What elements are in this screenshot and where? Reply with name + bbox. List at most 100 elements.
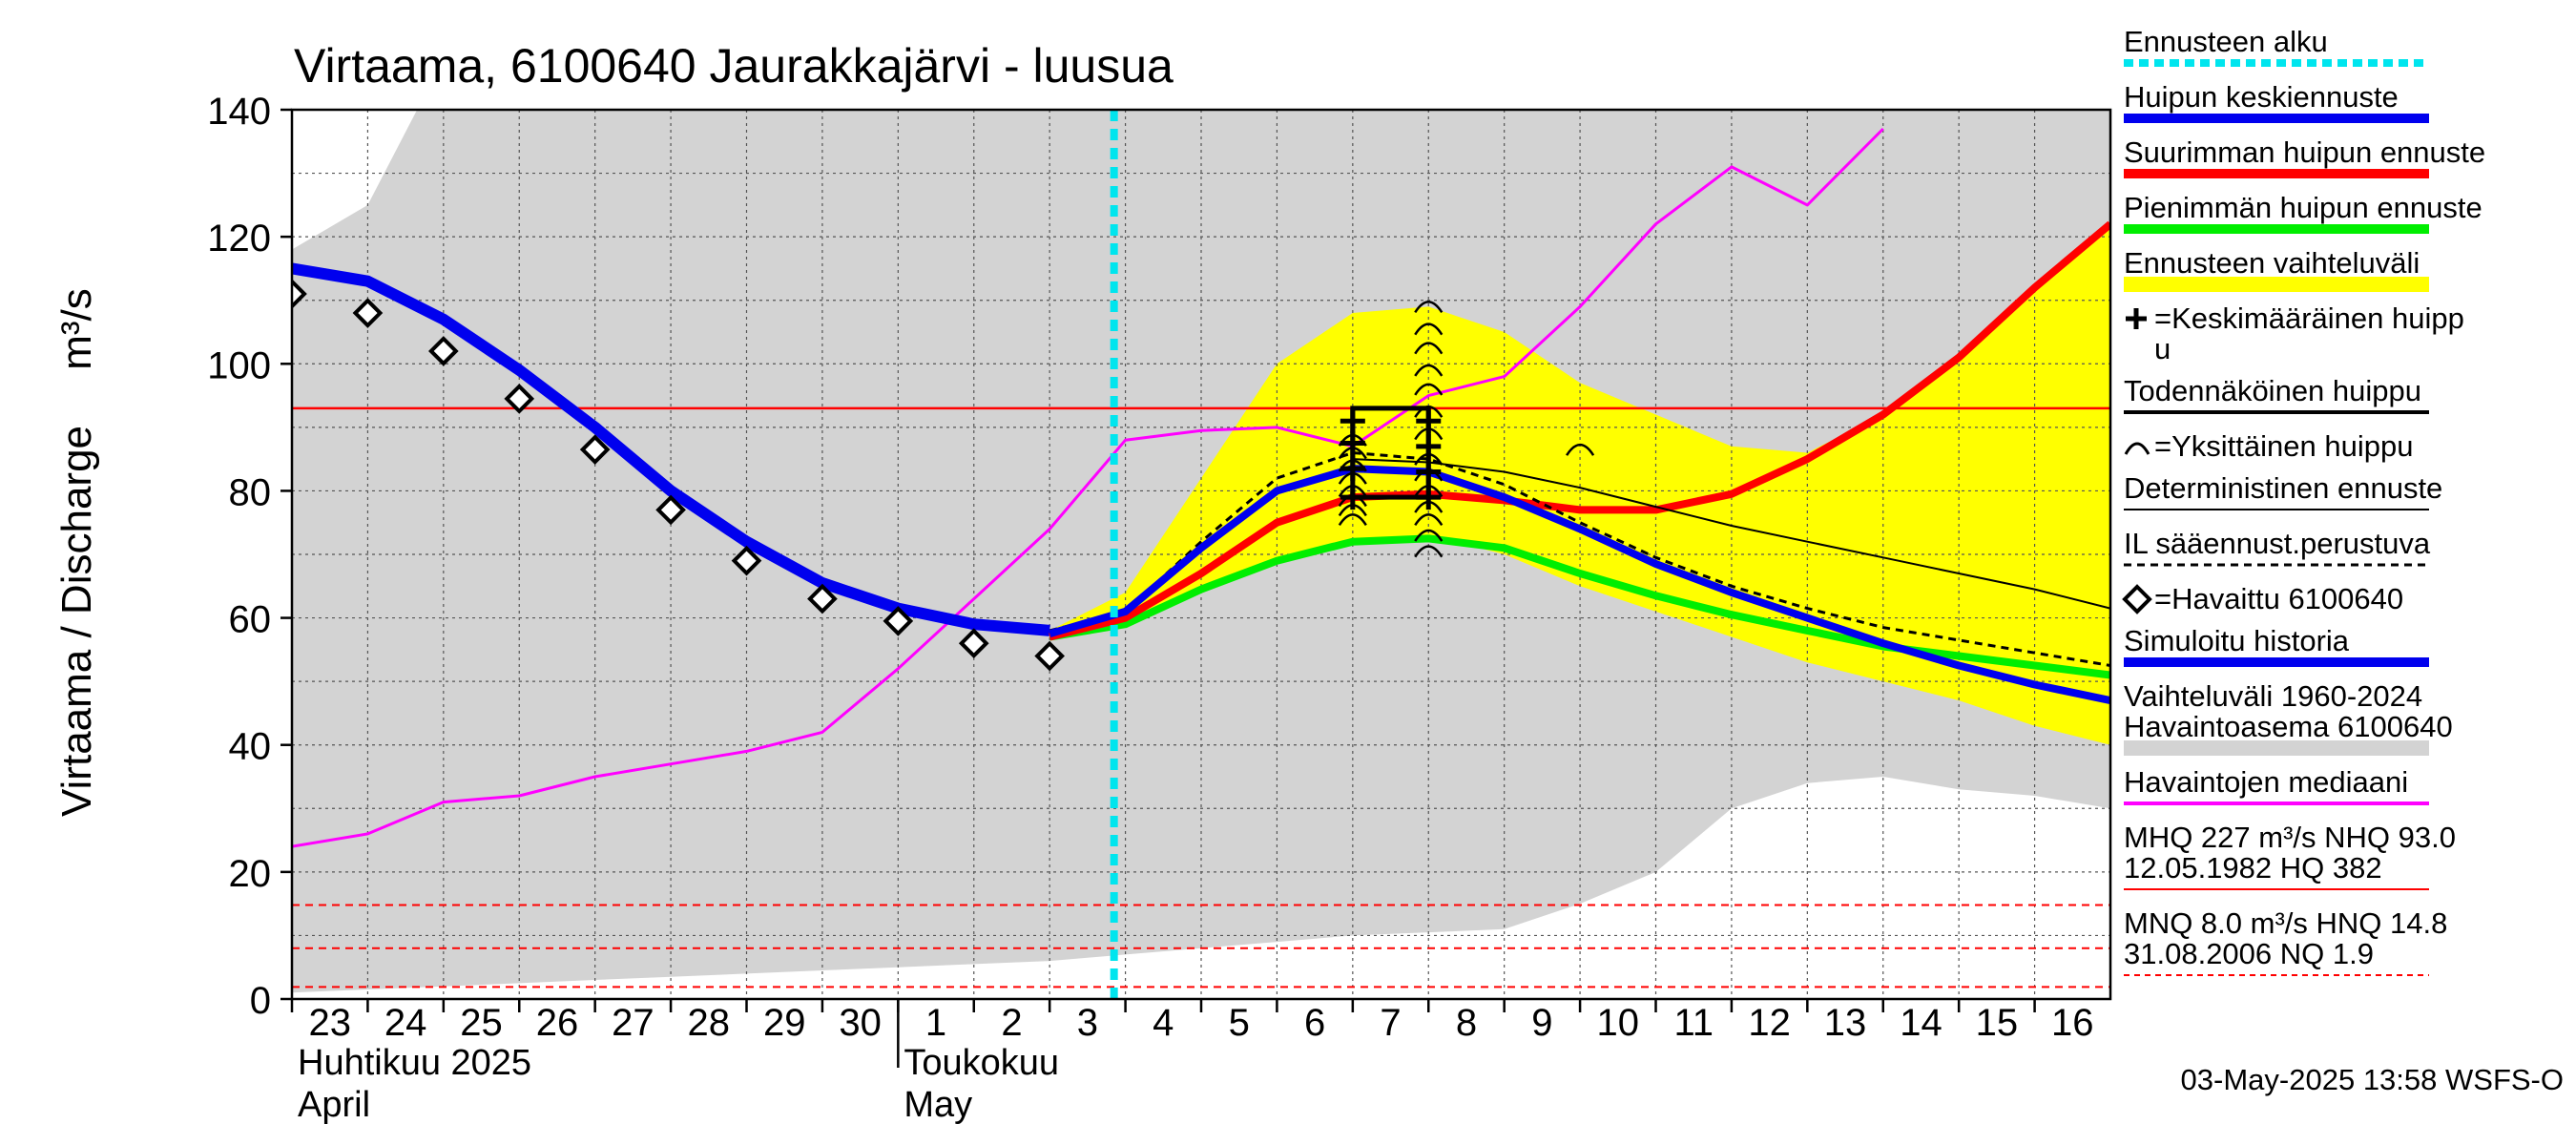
x-tick-label: 7 (1380, 1002, 1401, 1044)
mean-peak-marker (1416, 485, 1442, 510)
x-tick-label: 30 (839, 1002, 882, 1044)
series-line (1352, 458, 2110, 610)
mean-peak-marker (1340, 430, 1365, 456)
legend-label: MHQ 227 m³/s NHQ 93.0 (2124, 821, 2456, 854)
legend-label-line2: Havaintoasema 6100640 (2124, 710, 2453, 743)
single-peak-marker (1414, 529, 1444, 542)
single-peak-marker (1414, 342, 1444, 355)
single-peak-marker (1414, 364, 1444, 377)
single-peak-marker (1414, 323, 1444, 336)
y-tick-label: 80 (229, 471, 272, 513)
single-peak-marker (1414, 545, 1444, 558)
x-tick-label: 8 (1456, 1002, 1477, 1044)
observed-point (883, 606, 914, 636)
x-tick-label: 26 (536, 1002, 579, 1044)
x-tick-label: 4 (1153, 1002, 1174, 1044)
series-line (292, 127, 1884, 848)
observed-point (292, 279, 307, 309)
y-axis-unit: m³/s (53, 288, 100, 370)
mean-peak-marker (1416, 459, 1442, 485)
y-tick-label: 60 (229, 599, 272, 641)
y-tick-label: 120 (207, 218, 271, 260)
single-peak-marker (1414, 513, 1444, 527)
series-line (1049, 534, 2110, 679)
series-lines (292, 110, 2110, 999)
legend-label: =Keskimääräinen huipp (2154, 302, 2464, 335)
y-tick-label: 100 (207, 344, 271, 386)
legend-label: Ennusteen alku (2124, 25, 2328, 58)
x-tick-label: 28 (688, 1002, 731, 1044)
x-tick-label: 12 (1748, 1002, 1791, 1044)
x-tick-label: 3 (1077, 1002, 1098, 1044)
y-tick-label: 40 (229, 726, 272, 768)
y-axis-label: Virtaama / Discharge (53, 426, 100, 817)
reference-lines (292, 406, 2110, 989)
x-tick-label: 23 (308, 1002, 351, 1044)
grid-lines (292, 110, 2110, 999)
legend-label: MNQ 8.0 m³/s HNQ 14.8 (2124, 906, 2447, 940)
x-tick-label: 11 (1673, 1002, 1714, 1044)
mean-peak-marker (1340, 408, 1365, 434)
legend-label-line2: u (2154, 332, 2171, 365)
observed-point (428, 336, 459, 366)
legend-swatch (2124, 277, 2429, 292)
x-tick-label: 13 (1824, 1002, 1867, 1044)
footer-timestamp: 03-May-2025 13:58 WSFS-O (2181, 1063, 2564, 1096)
observed-point (731, 545, 762, 576)
x-tick-label: 9 (1531, 1002, 1552, 1044)
x-tick-label: 25 (460, 1002, 503, 1044)
legend-label: IL sääennust.perustuva (2124, 527, 2431, 560)
legend-label-line2: 31.08.2006 NQ 1.9 (2124, 937, 2374, 970)
chart-title: Virtaama, 6100640 Jaurakkajärvi - luusua (294, 39, 1174, 93)
x-tick-label: 15 (1976, 1002, 2019, 1044)
x-tick-label: 29 (763, 1002, 806, 1044)
y-tick-label: 20 (229, 853, 272, 895)
legend-label: Simuloitu historia (2124, 624, 2350, 657)
observed-point (807, 583, 838, 614)
x-tick-label: 10 (1597, 1002, 1640, 1044)
observed-point (655, 494, 686, 526)
series-line (1049, 451, 2110, 667)
series-line (292, 262, 1050, 636)
observed-point (352, 298, 384, 328)
y-tick-label: 0 (250, 980, 271, 1022)
legend-symbol-plus (2126, 308, 2147, 329)
single-peak-marker (1338, 513, 1367, 527)
legend-symbol-diamond (2122, 584, 2152, 614)
single-peak-marker (1414, 301, 1444, 314)
legend-swatch (2124, 740, 2429, 756)
month-label-fi: Toukokuu (904, 1043, 1059, 1083)
month-label-en: April (298, 1085, 370, 1125)
x-tick-label: 6 (1304, 1002, 1325, 1044)
legend-label: Suurimman huipun ennuste (2124, 135, 2485, 169)
legend: Ennusteen alku Huipun keskiennuste Suurimm… (2122, 25, 2485, 976)
markers (292, 279, 1595, 672)
observed-point (958, 628, 989, 659)
x-tick-label: 27 (612, 1002, 654, 1044)
legend-label: Todennäköinen huippu (2124, 374, 2421, 407)
month-label-en: May (904, 1085, 972, 1125)
series-line (1049, 465, 2110, 705)
legend-label: Ennusteen vaihteluväli (2124, 246, 2420, 280)
x-tick-label: 1 (925, 1002, 946, 1044)
mean-peak-marker (1416, 433, 1442, 459)
legend-label: Deterministinen ennuste (2124, 471, 2442, 505)
legend-label: Pienimmän huipun ennuste (2124, 191, 2483, 224)
x-tick-label: 24 (384, 1002, 427, 1044)
mean-peak-marker (1340, 456, 1365, 482)
single-peak-marker (1414, 405, 1444, 418)
legend-label: Huipun keskiennuste (2124, 80, 2399, 114)
y-tick-label: 140 (207, 91, 271, 133)
mean-peak-marker (1340, 485, 1365, 510)
observed-point (504, 384, 535, 414)
legend-label: Vaihteluväli 1960-2024 (2124, 679, 2422, 713)
single-peak-marker (1566, 443, 1595, 456)
legend-symbol-arc (2124, 442, 2150, 455)
observed-point (579, 434, 611, 465)
legend-label-line2: 12.05.1982 HQ 382 (2124, 851, 2382, 885)
observed-point (1034, 640, 1065, 672)
mean-peak-marker (1416, 408, 1442, 434)
x-tick-label: 2 (1001, 1002, 1022, 1044)
